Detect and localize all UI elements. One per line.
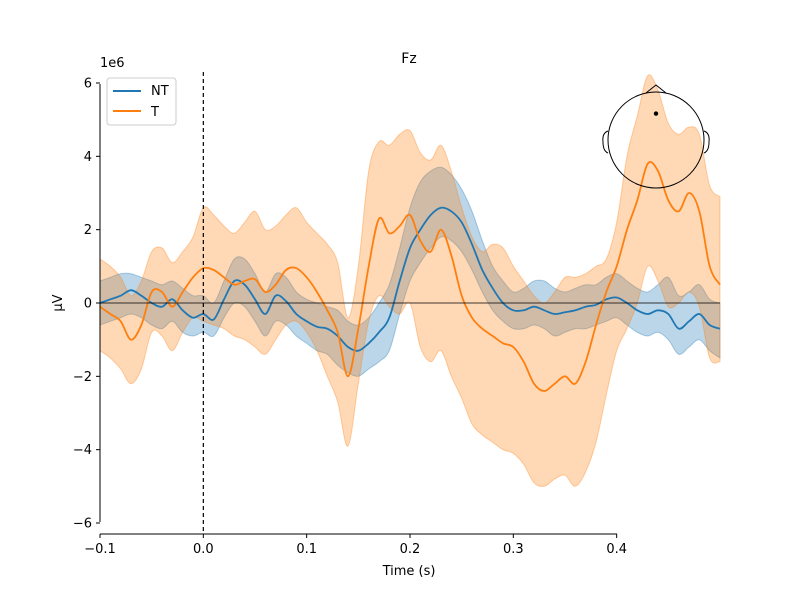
chart-title: Fz bbox=[401, 51, 416, 67]
legend: NT T bbox=[106, 77, 177, 126]
y-tick-label: −2 bbox=[73, 370, 92, 385]
y-tick-label: 0 bbox=[84, 297, 92, 312]
channel-marker-fz bbox=[653, 111, 659, 116]
x-tick-label: −0.1 bbox=[84, 542, 116, 557]
legend-frame bbox=[106, 77, 177, 126]
head-nose bbox=[645, 84, 667, 94]
confidence-band-t bbox=[99, 74, 721, 487]
sensor-head-inset bbox=[602, 84, 710, 189]
legend-label-t: T bbox=[150, 105, 159, 120]
x-axis-ticks: −0.1 0.0 0.1 0.2 0.3 0.4 bbox=[84, 534, 627, 557]
y-tick-label: 2 bbox=[84, 223, 92, 238]
head-right-ear bbox=[703, 130, 710, 154]
head-left-ear bbox=[602, 130, 609, 154]
x-tick-label: 0.4 bbox=[606, 542, 627, 557]
y-tick-label: −4 bbox=[73, 443, 92, 458]
y-axis-label: µV bbox=[51, 294, 66, 311]
y-tick-label: 4 bbox=[84, 150, 92, 165]
confidence-bands bbox=[99, 74, 721, 487]
confidence-band-nt bbox=[99, 166, 721, 377]
x-tick-label: 0.0 bbox=[193, 542, 214, 557]
x-axis-label: Time (s) bbox=[382, 564, 436, 579]
legend-label-nt: NT bbox=[151, 84, 169, 99]
x-tick-label: 0.1 bbox=[296, 542, 317, 557]
y-tick-label: 6 bbox=[84, 77, 92, 92]
x-tick-label: 0.3 bbox=[503, 542, 524, 557]
y-offset-label: 1e6 bbox=[100, 56, 125, 71]
head-outline bbox=[607, 91, 705, 189]
y-axis-ticks: −6 −4 −2 0 2 4 6 bbox=[73, 77, 100, 532]
y-tick-label: −6 bbox=[73, 517, 92, 532]
x-tick-label: 0.2 bbox=[400, 542, 421, 557]
